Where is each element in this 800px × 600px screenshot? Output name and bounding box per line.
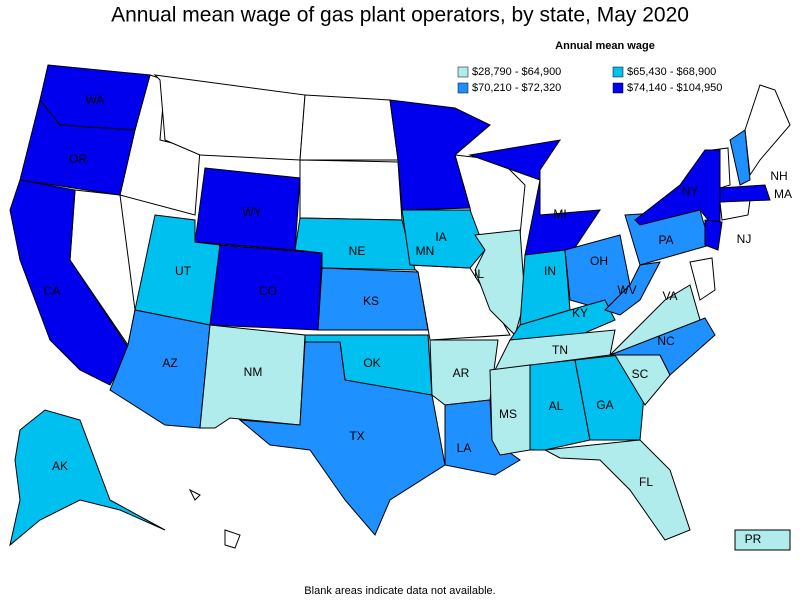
- state-label: PA: [658, 233, 673, 247]
- state-label: KS: [363, 294, 379, 308]
- legend: Annual mean wage $28,790 - $64,900 $65,43…: [457, 40, 722, 94]
- state-label: SC: [632, 367, 649, 381]
- state-label: NY: [682, 184, 699, 198]
- state: [529, 359, 591, 451]
- state-label: NE: [349, 244, 366, 258]
- state-label: KY: [572, 306, 588, 320]
- legend-label: $74,140 - $104,950: [627, 82, 722, 94]
- state-label: AZ: [162, 356, 177, 370]
- state-label: WV: [617, 283, 636, 297]
- state-label: MA: [774, 187, 792, 201]
- state-label: OR: [69, 152, 87, 166]
- state: [609, 284, 701, 356]
- state-label: WY: [242, 205, 261, 219]
- legend-title: Annual mean wage: [555, 40, 655, 52]
- state: [401, 209, 486, 269]
- state-label: AR: [453, 366, 470, 380]
- state-blank: [299, 159, 403, 221]
- state: [734, 529, 791, 551]
- state-label: CA: [44, 284, 61, 298]
- state-label: CO: [259, 284, 277, 298]
- state-label: NM: [244, 365, 263, 379]
- legend-swatch: [457, 82, 469, 94]
- state-label: MI: [553, 207, 566, 221]
- state-blank: [689, 257, 716, 301]
- state-blank: [719, 199, 751, 221]
- state-label: PR: [745, 532, 762, 546]
- state-blank: [744, 84, 791, 177]
- state-label: NH: [770, 169, 787, 183]
- state-label: IL: [474, 267, 484, 281]
- legend-label: $28,790 - $64,900: [472, 66, 561, 78]
- state-label: IN: [544, 264, 556, 278]
- state: [9, 179, 131, 386]
- state-label: VA: [662, 289, 677, 303]
- state-blank: [188, 488, 201, 501]
- state: [729, 129, 751, 186]
- map-title: Annual mean wage of gas plant operators,…: [111, 4, 689, 27]
- state-blank: [299, 94, 399, 161]
- state-label: MN: [416, 244, 435, 258]
- footnote: Blank areas indicate data not available.: [304, 585, 495, 597]
- state-label: OH: [590, 254, 608, 268]
- state-label: AL: [549, 399, 564, 413]
- state-label: NJ: [737, 232, 752, 246]
- state: [444, 399, 521, 476]
- state-blank: [224, 529, 241, 549]
- state: [9, 409, 166, 547]
- state: [468, 139, 601, 256]
- legend-swatch: [612, 82, 624, 94]
- state: [543, 439, 691, 541]
- state: [389, 99, 491, 211]
- state-label: FL: [639, 475, 653, 489]
- state-label: TN: [552, 343, 568, 357]
- state-label: AK: [52, 459, 68, 473]
- state-label: UT: [175, 264, 192, 278]
- state-label: NC: [657, 334, 675, 348]
- legend-swatch: [612, 66, 624, 78]
- state-label: MS: [499, 407, 517, 421]
- state-label: GA: [596, 398, 613, 412]
- state-label: WA: [86, 93, 105, 107]
- state: [474, 229, 526, 336]
- blank-states: [69, 74, 791, 549]
- legend-label: $70,210 - $72,320: [472, 82, 561, 94]
- state-label: LA: [457, 441, 472, 455]
- state: [317, 267, 429, 331]
- state: [489, 364, 531, 456]
- legend-label: $65,430 - $68,900: [627, 66, 716, 78]
- state-label: OK: [363, 356, 380, 370]
- state: [19, 98, 136, 196]
- state-label: IA: [435, 230, 446, 244]
- state: [238, 341, 446, 536]
- state-label: TX: [349, 429, 364, 443]
- state: [719, 184, 771, 203]
- state: [704, 219, 723, 251]
- legend-swatch: [457, 66, 469, 78]
- state: [604, 261, 661, 316]
